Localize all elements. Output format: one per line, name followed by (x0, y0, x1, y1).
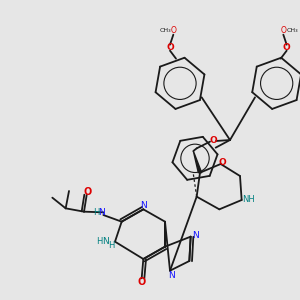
Text: H: H (96, 236, 102, 245)
Text: N: N (192, 230, 199, 239)
Text: H: H (93, 208, 99, 217)
Text: N: N (168, 271, 175, 280)
Text: O: O (280, 26, 286, 35)
Text: O: O (170, 26, 176, 35)
Text: O: O (218, 158, 226, 167)
Text: CH₃: CH₃ (287, 28, 298, 33)
Text: CH₃: CH₃ (159, 28, 171, 33)
Text: O: O (137, 277, 146, 287)
Text: N: N (140, 201, 147, 210)
Text: O: O (209, 136, 217, 146)
Text: N: N (98, 208, 105, 217)
Text: NH: NH (243, 194, 255, 203)
Polygon shape (193, 151, 202, 173)
Text: H: H (109, 242, 115, 250)
Text: O: O (83, 187, 92, 197)
Text: N: N (102, 236, 109, 245)
Text: O: O (283, 43, 290, 52)
Text: O: O (166, 43, 174, 52)
